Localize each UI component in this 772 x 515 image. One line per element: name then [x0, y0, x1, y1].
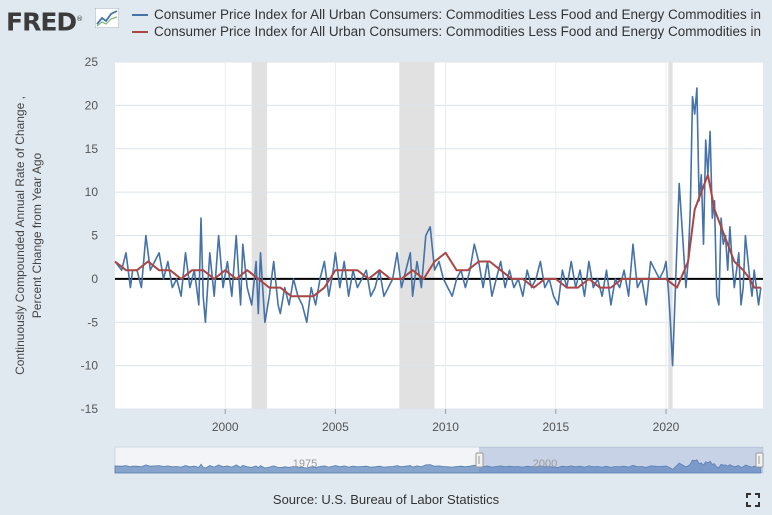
legend-label-2: Consumer Price Index for All Urban Consu… — [154, 24, 762, 39]
x-tick-label: 2015 — [542, 420, 569, 434]
legend-label-1: Consumer Price Index for All Urban Consu… — [154, 7, 762, 22]
y-tick-label: -15 — [81, 402, 99, 416]
y-tick-label: 5 — [91, 229, 98, 243]
x-tick-label: 2020 — [653, 420, 680, 434]
fred-logo[interactable]: FRED® — [6, 5, 83, 37]
y-tick-label: 0 — [91, 272, 98, 286]
y-tick-label: 25 — [85, 55, 99, 69]
y-tick-label: -10 — [81, 359, 99, 373]
x-tick-label: 2000 — [212, 420, 239, 434]
y-tick-label: 10 — [85, 185, 99, 199]
legend-swatch-2 — [132, 31, 148, 33]
y-tick-label: -5 — [87, 315, 98, 329]
x-tick-label: 2005 — [322, 420, 349, 434]
fred-chart-icon — [95, 8, 119, 28]
y-tick-label: 20 — [85, 98, 99, 112]
header: FRED® Consumer Price Index for All Urban… — [0, 0, 772, 44]
x-tick-label: 2010 — [432, 420, 459, 434]
y-tick-label: 15 — [85, 142, 99, 156]
y-axis-label-1: Continuously Compounded Annual Rate of C… — [13, 96, 27, 375]
legend-item-2[interactable]: Consumer Price Index for All Urban Consu… — [132, 23, 761, 40]
series-line-2[interactable] — [114, 173, 761, 298]
series-line-1[interactable] — [114, 87, 762, 367]
y-axis-label-2: Percent Change from Year Ago — [30, 152, 44, 318]
registered-mark: ® — [76, 15, 83, 23]
navigator-label: 1975 — [293, 458, 317, 470]
fullscreen-icon[interactable] — [746, 493, 760, 507]
navigator-selection[interactable] — [479, 447, 763, 473]
navigator-label: 2000 — [533, 458, 557, 470]
source-note: Source: U.S. Bureau of Labor Statistics — [272, 492, 500, 507]
legend-item-1[interactable]: Consumer Price Index for All Urban Consu… — [132, 6, 761, 23]
navigator-series — [114, 459, 762, 474]
legend-swatch-1 — [132, 14, 148, 16]
logo-text: FRED — [6, 7, 77, 37]
legend: Consumer Price Index for All Urban Consu… — [132, 6, 761, 40]
